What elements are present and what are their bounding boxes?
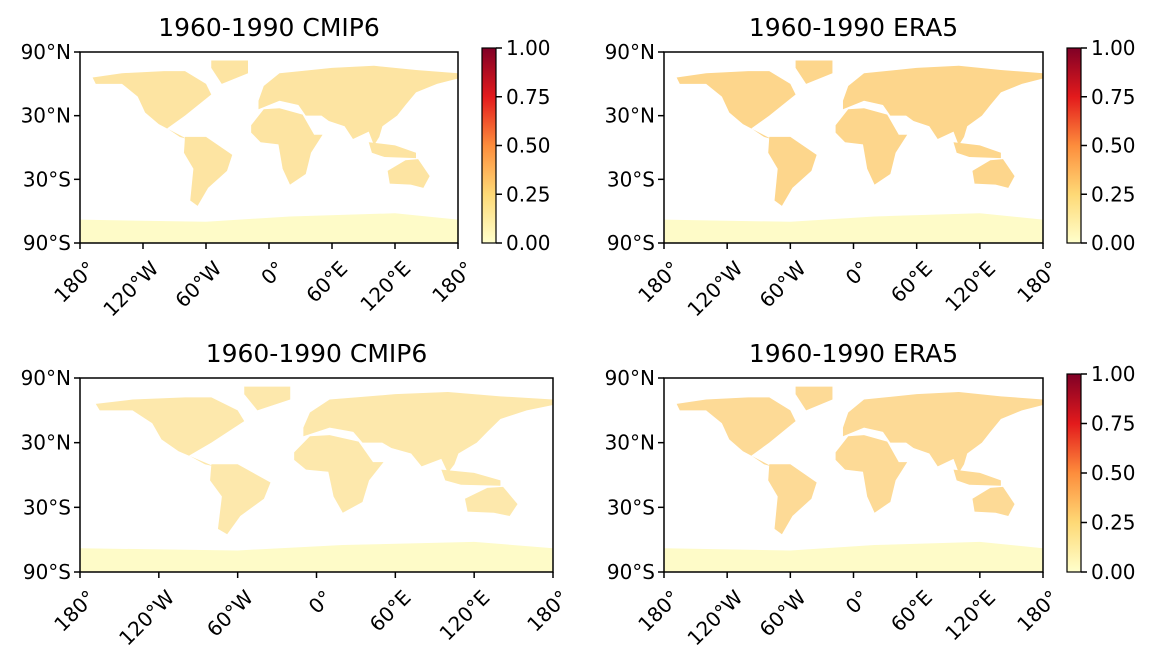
colorbar-tick-label: 0.25 [1091, 511, 1136, 535]
y-tick-label: 90°S [23, 231, 71, 255]
colorbar-tick-label: 0.00 [1091, 231, 1136, 255]
y-tick-label: 30°N [605, 104, 655, 128]
x-tick-label: 60°W [170, 256, 226, 312]
y-tick-label: 90°N [21, 40, 71, 64]
x-tick-label: 180° [49, 256, 100, 307]
colorbar-tick-label: 1.00 [506, 36, 551, 60]
colorbar [1066, 47, 1082, 244]
x-tick-label: 120°E [940, 585, 1000, 645]
colorbar-tick-label: 0.50 [1091, 461, 1136, 485]
x-tick-label: 0° [304, 585, 337, 618]
x-tick-label: 120°E [434, 585, 494, 645]
y-tick-label: 90°N [21, 366, 71, 390]
colorbar-tick-label: 0.25 [1091, 182, 1136, 206]
x-tick-label: 60°W [202, 585, 258, 641]
colorbar-tick-label: 0.25 [506, 182, 551, 206]
colorbar-tick-label: 0.00 [506, 231, 551, 255]
x-tick-label: 180° [1012, 256, 1063, 307]
colorbar [481, 47, 497, 244]
y-tick-label: 30°S [607, 495, 655, 519]
x-tick-label: 0° [841, 585, 874, 618]
panel-title: 1960-1990 CMIP6 [158, 13, 380, 42]
x-tick-label: 120°W [98, 256, 163, 321]
colorbar-tick-label: 0.00 [1091, 560, 1136, 584]
colorbar-tick-label: 1.00 [1091, 362, 1136, 386]
x-tick-label: 120°E [940, 256, 1000, 316]
y-tick-label: 90°N [605, 40, 655, 64]
x-tick-label: 120°W [682, 256, 747, 321]
colorbar-tick-label: 0.50 [506, 134, 551, 158]
y-tick-label: 30°S [23, 167, 71, 191]
y-tick-label: 30°S [23, 495, 71, 519]
x-tick-label: 180° [633, 585, 684, 636]
land [80, 386, 553, 572]
x-tick-label: 180° [49, 585, 100, 636]
y-tick-label: 30°N [605, 431, 655, 455]
x-tick-label: 120°W [682, 585, 747, 646]
x-tick-label: 60°E [365, 585, 416, 636]
y-tick-label: 90°S [607, 560, 655, 584]
x-tick-label: 0° [256, 256, 289, 289]
colorbar [1066, 373, 1082, 573]
y-tick-label: 90°S [607, 231, 655, 255]
y-tick-label: 30°N [21, 431, 71, 455]
y-tick-label: 90°N [605, 366, 655, 390]
x-tick-label: 120°E [355, 256, 415, 316]
colorbar-tick-label: 0.75 [506, 85, 551, 109]
y-tick-label: 30°S [607, 167, 655, 191]
x-tick-label: 60°E [301, 256, 352, 307]
land [80, 60, 458, 243]
y-tick-label: 30°N [21, 104, 71, 128]
x-tick-label: 60°W [755, 585, 811, 641]
colorbar-tick-label: 0.75 [1091, 412, 1136, 436]
y-tick-label: 90°S [23, 560, 71, 584]
x-tick-label: 60°E [886, 256, 937, 307]
panel-title: 1960-1990 CMIP6 [206, 339, 428, 368]
x-tick-label: 180° [1012, 585, 1063, 636]
land [664, 386, 1043, 572]
colorbar-tick-label: 0.50 [1091, 134, 1136, 158]
x-tick-label: 180° [633, 256, 684, 307]
x-tick-label: 120°W [114, 585, 179, 646]
x-tick-label: 180° [427, 256, 478, 307]
colorbar-tick-label: 1.00 [1091, 36, 1136, 60]
land [664, 60, 1043, 243]
x-tick-label: 60°W [755, 256, 811, 312]
x-tick-label: 0° [841, 256, 874, 289]
x-tick-label: 60°E [886, 585, 937, 636]
panel-title: 1960-1990 ERA5 [749, 339, 958, 368]
colorbar-tick-label: 0.75 [1091, 85, 1136, 109]
x-tick-label: 180° [522, 585, 573, 636]
panel-title: 1960-1990 ERA5 [749, 13, 958, 42]
